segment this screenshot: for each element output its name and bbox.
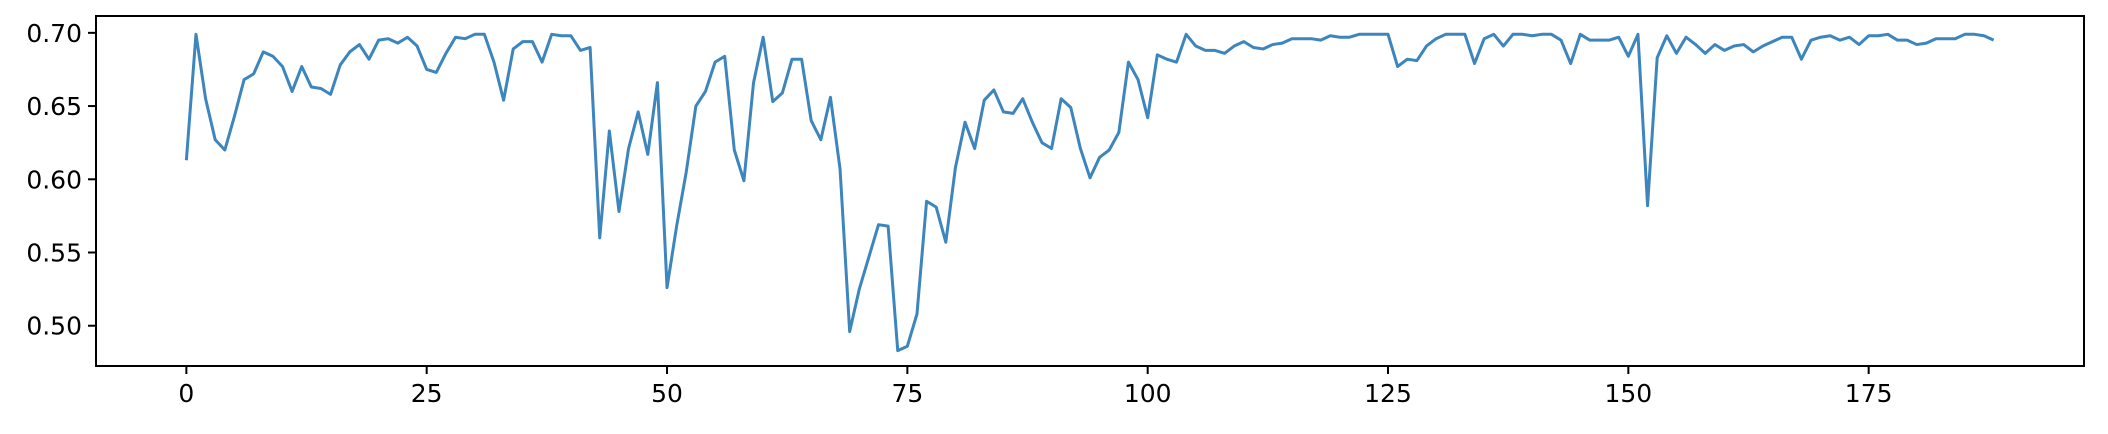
x-tick-label: 50 bbox=[651, 379, 683, 408]
x-tick-label: 25 bbox=[411, 379, 443, 408]
x-axis: 0 25 50 75 100 125 150 175 bbox=[178, 366, 1893, 408]
x-tick-label: 175 bbox=[1845, 379, 1893, 408]
x-tick-label: 125 bbox=[1364, 379, 1412, 408]
series-line-0 bbox=[184, 32, 1995, 353]
x-tick-label: 100 bbox=[1124, 379, 1172, 408]
y-tick-label: 0.60 bbox=[26, 165, 82, 194]
x-tick-label: 0 bbox=[178, 379, 194, 408]
y-axis: 0.50 0.55 0.60 0.65 0.70 bbox=[26, 19, 96, 341]
y-tick-label: 0.55 bbox=[26, 239, 82, 268]
x-tick-label: 150 bbox=[1604, 379, 1652, 408]
y-tick-label: 0.50 bbox=[26, 312, 82, 341]
axes-frame bbox=[95, 15, 2085, 367]
y-tick-label: 0.70 bbox=[26, 19, 82, 48]
x-tick-label: 75 bbox=[891, 379, 923, 408]
y-tick-label: 0.65 bbox=[26, 92, 82, 121]
plot-area bbox=[184, 32, 1995, 353]
